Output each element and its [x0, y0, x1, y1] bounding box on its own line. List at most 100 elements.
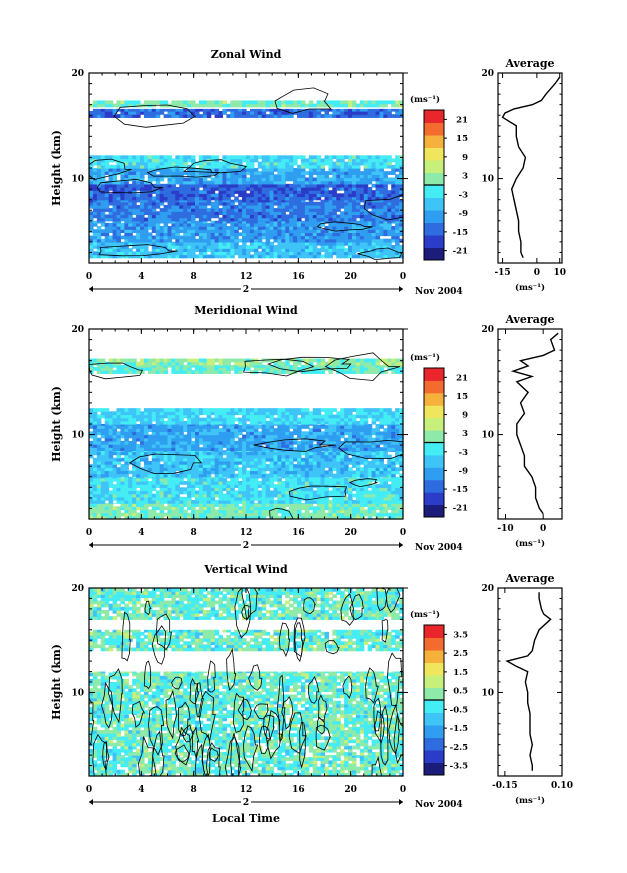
heatmap-cell [210, 111, 216, 115]
heatmap-cell [375, 503, 381, 507]
heatmap-cell [253, 114, 259, 118]
heatmap-cell [140, 161, 145, 166]
heatmap-cell [312, 245, 318, 249]
heatmap-cell [383, 473, 388, 478]
heatmap-cell [238, 103, 243, 108]
heatmap-cell [242, 214, 247, 219]
heatmap-cell [116, 204, 121, 209]
heatmap-cell [140, 487, 145, 492]
heatmap-cell [399, 477, 404, 482]
heatmap-cell [367, 214, 373, 219]
heatmap-cell [140, 214, 145, 219]
heatmap-cell [183, 460, 188, 465]
heatmap-cell [324, 457, 330, 462]
heatmap-cell [312, 490, 318, 495]
heatmap-cell [194, 214, 200, 219]
heatmap-cell [198, 248, 204, 252]
heatmap-cell [147, 484, 153, 488]
heatmap-cell [226, 487, 231, 492]
heatmap-cell [351, 199, 357, 203]
heatmap-cell [379, 238, 384, 243]
heatmap-cell [246, 493, 251, 498]
heatmap-cell [171, 183, 176, 188]
heatmap-cell [96, 177, 102, 182]
heatmap-cell [383, 199, 388, 203]
heatmap-cell [304, 251, 310, 256]
heatmap-cell [163, 496, 169, 501]
heatmap-cell [320, 238, 326, 243]
heatmap-cell [285, 500, 290, 504]
heatmap-cell [120, 100, 125, 105]
heatmap-cell [312, 114, 318, 118]
heatmap-cell [316, 164, 322, 169]
heatmap-cell [92, 506, 98, 511]
heatmap-cell [143, 457, 149, 462]
day-label-bg [241, 283, 251, 293]
heatmap-cell [202, 177, 208, 182]
colorbar-label: 21 [456, 115, 468, 125]
heatmap-cell [277, 454, 282, 459]
heatmap-cell [163, 103, 169, 108]
heatmap-cell [112, 180, 118, 185]
heatmap-cell [214, 476, 220, 479]
heatmap-cell [383, 254, 388, 259]
heatmap-cell [351, 100, 357, 105]
heatmap-cell [328, 500, 333, 504]
heatmap-cell [340, 199, 345, 203]
heatmap-cell [249, 241, 255, 246]
heatmap-cell [140, 226, 145, 230]
heatmap-cell [218, 111, 224, 115]
heatmap-cell [281, 457, 286, 462]
heatmap-cell [363, 217, 369, 222]
heatmap-cell [355, 111, 361, 115]
heatmap-cell [136, 506, 141, 511]
heatmap-cell [379, 168, 384, 172]
heatmap-cell [218, 177, 224, 182]
heatmap-cell [312, 177, 318, 182]
heatmap-cell [143, 193, 149, 198]
heatmap-cell [344, 103, 349, 108]
heatmap-cell [116, 454, 121, 459]
heatmap-cell [147, 460, 153, 465]
heatmap-cell [132, 477, 137, 482]
heatmap-cell [100, 477, 106, 482]
heatmap-cell [155, 100, 161, 105]
heatmap-cell [132, 512, 137, 517]
heatmap-cell [155, 496, 161, 501]
heatmap-cell [399, 473, 404, 478]
heatmap-cell [253, 484, 259, 488]
heatmap-cell [281, 111, 286, 115]
heatmap-cell [308, 464, 314, 468]
heatmap-cell [140, 204, 145, 209]
heatmap-cell [348, 470, 353, 475]
heatmap-cell [281, 251, 286, 256]
heatmap-cell [273, 460, 278, 465]
heatmap-cell [222, 506, 227, 511]
heatmap-cell [281, 220, 286, 224]
heatmap-cell [136, 484, 141, 488]
heatmap-cell [355, 204, 361, 209]
heatmap-cell [155, 201, 161, 206]
heatmap-cell [281, 190, 286, 194]
heatmap-cell [202, 196, 208, 201]
heatmap-cell [214, 493, 220, 498]
heatmap-cell [269, 187, 275, 191]
heatmap-cell [175, 235, 180, 240]
heatmap-cell [293, 199, 298, 203]
heatmap-cell [375, 467, 381, 472]
heatmap-cell [187, 467, 192, 472]
heatmap-cell [210, 214, 216, 219]
heatmap-cell [340, 238, 345, 243]
heatmap-cell [367, 196, 373, 201]
heatmap-cell [116, 158, 121, 163]
heatmap-cell [242, 506, 247, 511]
contour-line [146, 166, 220, 178]
heatmap-cell [395, 477, 400, 482]
heatmap-cell [167, 187, 173, 191]
heatmap-cell [281, 500, 286, 504]
heatmap-cell [242, 238, 247, 243]
heatmap-cell [151, 245, 157, 249]
heatmap-cell [289, 171, 294, 175]
heatmap-cell [269, 229, 275, 233]
heatmap-cell [222, 232, 227, 237]
